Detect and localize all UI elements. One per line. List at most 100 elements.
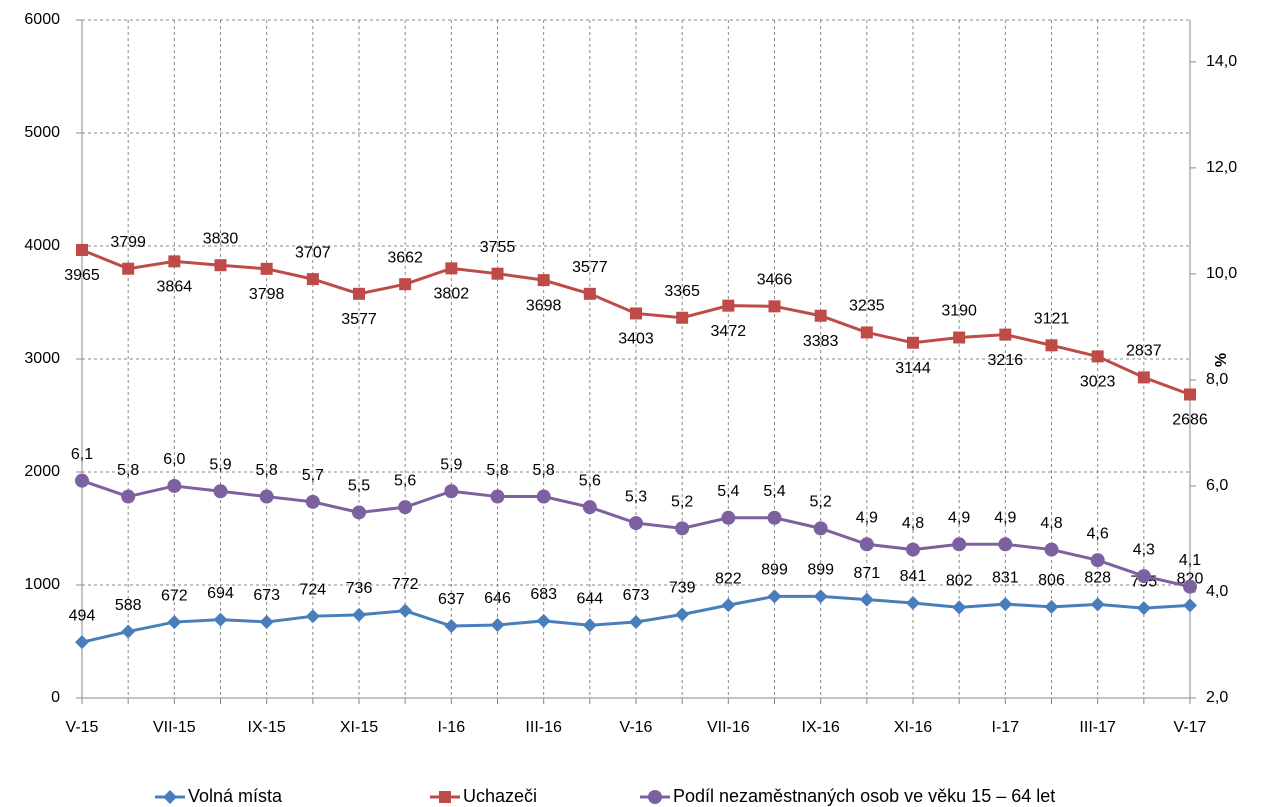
data-point bbox=[398, 500, 413, 515]
data-label: 2686 bbox=[1172, 412, 1208, 429]
data-point bbox=[721, 510, 736, 525]
data-label: 3403 bbox=[618, 331, 654, 348]
legend-marker bbox=[439, 791, 451, 803]
data-label: 5,6 bbox=[394, 472, 416, 489]
data-point bbox=[675, 521, 690, 536]
data-label: 3235 bbox=[849, 298, 885, 315]
data-label: 5,4 bbox=[763, 483, 785, 500]
data-label: 644 bbox=[576, 590, 603, 607]
data-point bbox=[859, 537, 874, 552]
data-point bbox=[1183, 598, 1197, 613]
x-tick-label: III-16 bbox=[525, 719, 562, 736]
data-label: 3830 bbox=[203, 230, 239, 247]
data-point bbox=[445, 262, 458, 275]
data-point bbox=[1136, 601, 1151, 616]
data-point bbox=[121, 489, 136, 504]
data-point bbox=[906, 542, 920, 557]
data-point bbox=[305, 609, 320, 624]
data-label: 5,3 bbox=[625, 488, 647, 505]
y2-tick-label: 2,0 bbox=[1206, 689, 1228, 706]
data-label: 802 bbox=[946, 573, 973, 590]
data-label: 673 bbox=[623, 587, 650, 604]
data-point bbox=[629, 516, 643, 531]
data-point bbox=[582, 618, 597, 633]
data-point bbox=[1090, 553, 1105, 568]
data-label: 5,5 bbox=[348, 478, 370, 495]
data-point bbox=[907, 336, 919, 349]
x-tick-label: V-17 bbox=[1174, 719, 1207, 736]
x-tick-label: IX-16 bbox=[802, 719, 840, 736]
data-label: 3121 bbox=[1034, 311, 1070, 328]
data-point bbox=[213, 484, 228, 499]
data-label: 3698 bbox=[526, 297, 562, 314]
data-point bbox=[399, 278, 412, 291]
data-point bbox=[998, 597, 1013, 612]
data-label: 637 bbox=[438, 591, 465, 608]
data-label: 5,8 bbox=[486, 462, 508, 479]
data-point bbox=[952, 537, 967, 552]
data-label: 6,1 bbox=[71, 446, 93, 463]
data-label: 5,8 bbox=[256, 462, 278, 479]
data-label: 5,9 bbox=[209, 456, 231, 473]
y-tick-label: 4000 bbox=[24, 237, 60, 254]
y-tick-label: 0 bbox=[51, 689, 60, 706]
data-label: 3383 bbox=[803, 333, 839, 350]
data-point bbox=[998, 537, 1013, 552]
data-label: 3802 bbox=[434, 286, 470, 303]
data-label: 831 bbox=[992, 569, 1019, 586]
data-label: 4,9 bbox=[994, 509, 1016, 526]
data-point bbox=[767, 589, 782, 604]
x-tick-label: I-17 bbox=[992, 719, 1020, 736]
data-point bbox=[813, 521, 828, 536]
data-label: 4,8 bbox=[902, 515, 924, 532]
data-label: 739 bbox=[669, 580, 696, 597]
data-label: 5,8 bbox=[533, 462, 555, 479]
data-label: 3577 bbox=[341, 311, 377, 328]
data-point bbox=[490, 489, 505, 504]
x-tick-label: XI-16 bbox=[894, 719, 932, 736]
data-point bbox=[675, 607, 690, 622]
data-label: 673 bbox=[253, 587, 280, 604]
data-label: 736 bbox=[346, 580, 373, 597]
data-label: 841 bbox=[900, 568, 927, 585]
y2-tick-label: 4,0 bbox=[1206, 583, 1228, 600]
data-point bbox=[121, 624, 136, 639]
data-point bbox=[214, 259, 227, 272]
x-tick-label: V-16 bbox=[620, 719, 653, 736]
y2-tick-label: 12,0 bbox=[1206, 159, 1237, 176]
data-label: 4,1 bbox=[1179, 552, 1201, 569]
x-tick-label: VII-16 bbox=[707, 719, 750, 736]
data-point bbox=[260, 262, 273, 275]
data-point bbox=[398, 603, 413, 618]
data-label: 3864 bbox=[157, 279, 193, 296]
data-point bbox=[953, 331, 966, 344]
y-tick-label: 6000 bbox=[24, 11, 60, 28]
data-point bbox=[259, 614, 274, 629]
data-point bbox=[1137, 371, 1150, 384]
data-point bbox=[859, 592, 874, 607]
legend-label: Uchazeči bbox=[463, 786, 537, 806]
data-label: 3965 bbox=[64, 267, 100, 284]
y2-tick-label: 8,0 bbox=[1206, 371, 1228, 388]
data-label: 2837 bbox=[1126, 343, 1162, 360]
data-label: 494 bbox=[69, 607, 96, 624]
data-point bbox=[906, 595, 920, 610]
data-point bbox=[491, 267, 504, 280]
data-point bbox=[952, 600, 967, 615]
data-label: 4,9 bbox=[948, 509, 970, 526]
data-label: 3472 bbox=[711, 323, 747, 340]
y-tick-label: 3000 bbox=[24, 350, 60, 367]
data-point bbox=[630, 307, 642, 320]
data-label: 683 bbox=[530, 586, 557, 603]
data-label: 5,2 bbox=[671, 494, 693, 511]
data-label: 3365 bbox=[664, 283, 700, 300]
data-label: 828 bbox=[1084, 570, 1111, 587]
data-label: 724 bbox=[299, 581, 326, 598]
data-point bbox=[537, 274, 550, 287]
data-label: 3755 bbox=[480, 239, 516, 256]
x-tick-label: V-15 bbox=[66, 719, 99, 736]
data-label: 588 bbox=[115, 597, 142, 614]
data-point bbox=[213, 612, 228, 627]
data-point bbox=[676, 311, 689, 324]
